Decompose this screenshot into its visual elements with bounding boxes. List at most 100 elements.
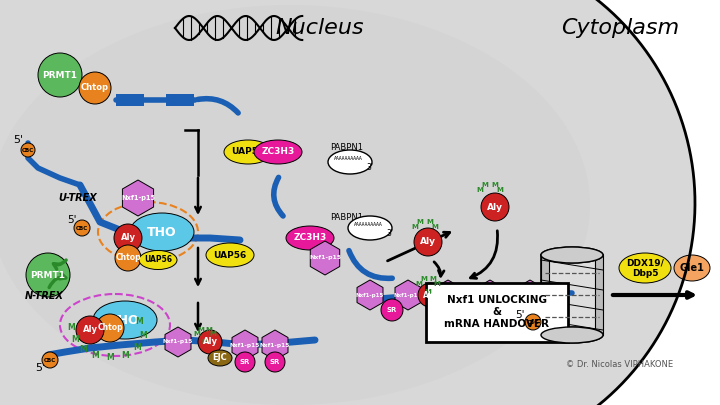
Polygon shape xyxy=(477,280,503,310)
Text: M: M xyxy=(482,182,488,188)
Circle shape xyxy=(79,72,111,104)
Circle shape xyxy=(235,352,255,372)
Circle shape xyxy=(265,352,285,372)
Polygon shape xyxy=(435,0,720,405)
Circle shape xyxy=(38,53,82,97)
Text: M: M xyxy=(425,290,431,296)
Text: Aly: Aly xyxy=(120,234,135,243)
Ellipse shape xyxy=(224,140,272,164)
Ellipse shape xyxy=(130,213,194,251)
Text: M: M xyxy=(433,281,441,286)
Ellipse shape xyxy=(348,216,392,240)
Circle shape xyxy=(525,314,541,330)
Text: ZC3H3: ZC3H3 xyxy=(293,234,327,243)
Text: Cytoplasm: Cytoplasm xyxy=(561,18,679,38)
Text: M: M xyxy=(139,330,147,339)
Text: Aly: Aly xyxy=(83,326,97,335)
Text: CBC: CBC xyxy=(44,358,56,362)
Text: Nxf1-p15: Nxf1-p15 xyxy=(230,343,260,347)
Text: M: M xyxy=(492,182,498,188)
Text: Nxf1-p15: Nxf1-p15 xyxy=(356,292,384,298)
Polygon shape xyxy=(435,280,461,310)
Ellipse shape xyxy=(619,253,671,283)
Circle shape xyxy=(26,253,70,297)
Circle shape xyxy=(21,143,35,157)
Ellipse shape xyxy=(93,301,157,339)
Text: M: M xyxy=(210,331,217,337)
Text: Nucleus: Nucleus xyxy=(276,18,364,38)
Text: 5': 5' xyxy=(13,135,23,145)
Text: THO: THO xyxy=(147,226,177,239)
Text: M: M xyxy=(422,234,428,240)
Ellipse shape xyxy=(541,327,603,343)
Circle shape xyxy=(414,228,442,256)
Text: UAP56: UAP56 xyxy=(213,251,247,260)
Ellipse shape xyxy=(206,243,254,267)
Ellipse shape xyxy=(674,255,710,281)
Text: SR: SR xyxy=(387,307,397,313)
Bar xyxy=(166,94,194,106)
Text: SR: SR xyxy=(240,359,250,365)
Text: PABPN1: PABPN1 xyxy=(330,213,363,222)
Text: Nxf1-p15: Nxf1-p15 xyxy=(516,292,544,298)
Text: CBC: CBC xyxy=(22,147,34,153)
Text: 3': 3' xyxy=(366,162,374,171)
Ellipse shape xyxy=(541,247,603,263)
Text: SR: SR xyxy=(455,312,465,318)
Text: Chtop: Chtop xyxy=(97,324,123,333)
Circle shape xyxy=(449,304,471,326)
Text: 5': 5' xyxy=(67,215,77,225)
Text: Nxf1-p15: Nxf1-p15 xyxy=(260,343,290,347)
Text: Aly: Aly xyxy=(202,337,217,347)
Text: N-TREX: N-TREX xyxy=(24,291,63,301)
Circle shape xyxy=(481,193,509,221)
Text: EJC: EJC xyxy=(454,298,469,307)
Text: M: M xyxy=(417,219,423,225)
Text: M: M xyxy=(133,343,141,352)
Text: M: M xyxy=(426,219,433,225)
Text: AAAAAAAAAA: AAAAAAAAAA xyxy=(333,156,362,162)
Text: Aly: Aly xyxy=(420,237,436,247)
Text: M: M xyxy=(202,339,208,345)
Ellipse shape xyxy=(450,295,474,311)
Text: 3': 3' xyxy=(387,228,394,237)
Text: Nxf1-p15: Nxf1-p15 xyxy=(121,195,155,201)
Ellipse shape xyxy=(286,226,334,250)
Ellipse shape xyxy=(541,327,603,343)
Text: PRMT1: PRMT1 xyxy=(30,271,66,279)
Text: Chtop: Chtop xyxy=(81,83,109,92)
Text: M: M xyxy=(71,335,79,343)
Circle shape xyxy=(74,220,90,236)
Text: M: M xyxy=(429,276,436,282)
Text: M: M xyxy=(415,281,423,286)
Text: UAP56: UAP56 xyxy=(231,147,265,156)
Text: M: M xyxy=(194,331,200,337)
Text: CBC: CBC xyxy=(527,320,539,324)
Text: Nxf1-p15: Nxf1-p15 xyxy=(434,292,462,298)
Polygon shape xyxy=(395,280,421,310)
Text: SR: SR xyxy=(270,359,280,365)
FancyArrowPatch shape xyxy=(198,99,238,113)
Text: M: M xyxy=(487,197,493,203)
Bar xyxy=(116,94,144,106)
Text: 5': 5' xyxy=(35,363,45,373)
Circle shape xyxy=(76,316,104,344)
Text: 5': 5' xyxy=(516,310,525,320)
Text: M: M xyxy=(79,345,87,354)
Text: M: M xyxy=(197,327,204,333)
Text: M: M xyxy=(91,350,99,360)
Ellipse shape xyxy=(0,5,590,405)
Text: Gle1: Gle1 xyxy=(680,263,704,273)
Polygon shape xyxy=(122,180,153,216)
Text: Nxf1-p15: Nxf1-p15 xyxy=(163,339,193,345)
Polygon shape xyxy=(517,280,543,310)
Text: PRMT1: PRMT1 xyxy=(42,70,78,79)
Text: Nxf1-p15: Nxf1-p15 xyxy=(394,292,422,298)
Circle shape xyxy=(115,245,141,271)
Polygon shape xyxy=(165,327,191,357)
Text: Nxf1 UNLOCKING
&
mRNA HANDOVER: Nxf1 UNLOCKING & mRNA HANDOVER xyxy=(444,295,549,328)
Text: M: M xyxy=(412,224,418,230)
Text: M: M xyxy=(206,327,212,333)
Text: M: M xyxy=(497,187,503,193)
Circle shape xyxy=(42,352,58,368)
